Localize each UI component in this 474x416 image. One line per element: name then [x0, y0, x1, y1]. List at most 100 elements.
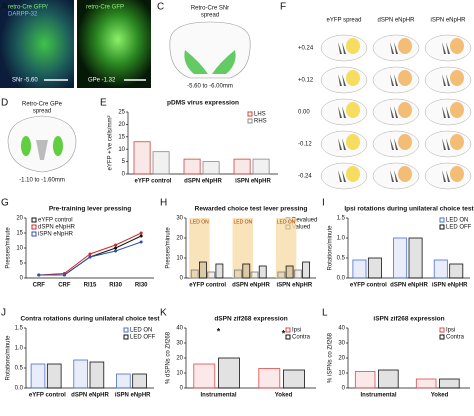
bar: [218, 357, 240, 389]
bar: [367, 257, 382, 279]
bar: [283, 369, 305, 389]
title-d2: spread: [33, 109, 51, 115]
legend-label: LED OFF: [446, 225, 472, 231]
panel-letter: G: [1, 198, 9, 209]
bar: [207, 271, 216, 279]
panel-letter: I: [322, 198, 325, 209]
marker: [139, 231, 143, 235]
y-tick-label: 1.0: [337, 236, 346, 242]
spread: [346, 38, 360, 54]
bar: [30, 363, 46, 389]
x-tick-label: Instrumental: [200, 393, 236, 399]
x-tick-label: RI30: [135, 283, 148, 289]
panel-letter: H: [160, 198, 167, 209]
legend-label: dSPN eNpHR: [38, 225, 76, 231]
stain-b: retro-Cre GFP: [86, 5, 124, 11]
ventricle: [446, 170, 450, 182]
legend-label: Ipsi: [446, 328, 455, 334]
ventricle: [390, 74, 394, 86]
bar: [183, 158, 201, 175]
marker: [114, 249, 118, 253]
y-axis-label: eYFP +'ve cells/mm²: [108, 116, 114, 171]
bar: [285, 265, 294, 279]
y-tick-label: 40: [338, 326, 345, 332]
y-tick-label: 1.5: [15, 326, 24, 332]
chart-title: Rewarded choice test lever pressing: [195, 206, 308, 213]
row-label: 0.00: [298, 110, 310, 116]
ventricle: [394, 106, 398, 118]
bar: [449, 263, 464, 279]
legend-swatch: [31, 224, 37, 230]
title-c: Retro-Cre SNr: [191, 6, 229, 12]
legend-label: RHS: [254, 119, 267, 125]
row-label: -0.24: [298, 174, 312, 180]
y-tick-label: 10: [118, 147, 125, 153]
legend-swatch: [439, 327, 445, 333]
ventricle: [338, 74, 342, 86]
ventricle: [394, 74, 398, 86]
y-axis-label: Rotations/minute: [328, 225, 334, 271]
legend-label: Valued: [292, 225, 310, 231]
legend-label: iSPN eNpHR: [38, 232, 74, 238]
ventricle: [442, 170, 446, 182]
legend-swatch: [31, 231, 37, 237]
panel-letter: A: [1, 2, 8, 13]
y-tick-label: 0.0: [337, 276, 346, 282]
led-shade: [232, 218, 253, 278]
y-tick-label: 40: [176, 326, 183, 332]
y-tick-label: 0: [342, 386, 346, 392]
y-tick-label: 30: [176, 216, 183, 222]
ventricle: [338, 42, 342, 54]
ventricle: [390, 170, 394, 182]
brain-c: [169, 21, 251, 79]
brain-d: [7, 115, 77, 173]
legend-swatch: [439, 334, 445, 340]
ventricle: [446, 106, 450, 118]
y-tick-label: 30: [176, 341, 183, 347]
x-tick-label: eYFP control: [350, 283, 387, 289]
ventricle: [442, 74, 446, 86]
y-axis-label: Rotations/minute: [6, 335, 12, 381]
x-tick-label: dSPN eNpHR: [71, 393, 109, 399]
spread: [346, 102, 360, 118]
row-label: +0.24: [298, 46, 314, 52]
marker: [37, 273, 41, 277]
bar: [242, 263, 251, 279]
y-tick-label: 5: [122, 159, 126, 165]
bar: [439, 378, 460, 389]
micrograph-b: [77, 0, 151, 88]
ventricle: [338, 170, 342, 182]
legend-label: eYFP control: [38, 218, 73, 224]
ventricle: [446, 74, 450, 86]
marker: [139, 240, 143, 244]
bar: [393, 237, 408, 279]
x-tick-label: dSPN eNpHR: [184, 179, 222, 185]
y-tick-label: 10: [338, 371, 345, 377]
legend-label: LHS: [254, 112, 266, 118]
ventricle: [394, 42, 398, 54]
bar: [252, 158, 270, 175]
x-tick-label: iSPN eNpHR: [235, 179, 271, 185]
ventricle: [390, 106, 394, 118]
ventricle: [446, 138, 450, 150]
ventricle: [342, 42, 346, 54]
x-tick-label: eYFP control: [189, 283, 226, 289]
ventricle: [342, 74, 346, 86]
x-tick-label: Instrumental: [360, 393, 396, 399]
region-a: SNr -5.60: [12, 78, 38, 84]
y-tick-label: 0.5: [337, 256, 346, 262]
bar: [433, 259, 448, 279]
row-label: -0.12: [298, 142, 312, 148]
ventricle: [442, 42, 446, 54]
legend-label: Ipsi: [292, 328, 301, 334]
bar: [302, 261, 310, 279]
ventricle: [342, 170, 346, 182]
legend-label: LED ON: [446, 218, 468, 224]
panel-letter: L: [322, 308, 328, 319]
y-tick-label: 0: [20, 276, 24, 282]
column-header: eYFP spread: [327, 18, 362, 24]
bar: [116, 373, 131, 389]
legend-label: LED OFF: [130, 335, 156, 341]
y-tick-label: 25: [118, 110, 125, 116]
bar: [199, 261, 207, 279]
